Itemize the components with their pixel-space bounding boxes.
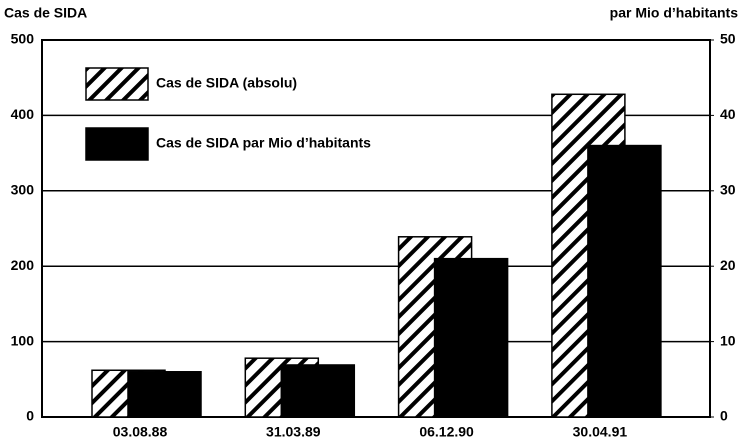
plot-frame [41, 39, 711, 418]
y2-tick-label: 10 [720, 332, 736, 348]
bar [280, 364, 356, 418]
y2-tick-label: 30 [720, 182, 736, 198]
y2-tick-label: 20 [720, 257, 736, 273]
y-tick-label: 300 [11, 182, 35, 198]
y-tick-label: 400 [11, 106, 35, 122]
x-tick-label: 06.12.90 [419, 424, 474, 440]
y-axis-label: Cas de SIDA [4, 5, 87, 21]
x-tick-label: 30.04.91 [573, 424, 628, 440]
legend-label: Cas de SIDA par Mio d’habitants [156, 135, 371, 151]
y2-tick-label: 40 [720, 106, 736, 122]
y2-axis-label: par Mio d’habitants [610, 5, 739, 21]
bar [587, 144, 662, 418]
x-tick-label: 31.03.89 [266, 424, 321, 440]
y2-tick-label: 50 [720, 31, 736, 47]
legend-swatch [85, 67, 149, 101]
y-tick-label: 200 [11, 257, 35, 273]
y-tick-label: 0 [26, 408, 34, 424]
y-tick-label: 500 [11, 31, 35, 47]
legend-swatch [85, 127, 149, 161]
y-tick-label: 100 [11, 332, 35, 348]
bar [433, 257, 509, 418]
x-tick-label: 03.08.88 [113, 424, 168, 440]
y2-tick-label: 0 [720, 408, 728, 424]
legend-label: Cas de SIDA (absolu) [156, 75, 297, 91]
bar [127, 371, 202, 418]
